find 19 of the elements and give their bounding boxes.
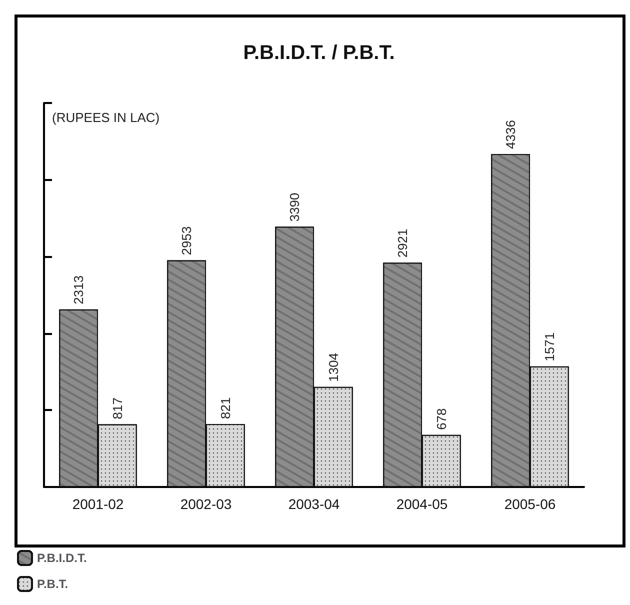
data-label: 3390 (287, 192, 302, 222)
data-label: 1304 (326, 352, 341, 382)
data-label: 817 (110, 398, 125, 420)
x-tick-label: 2001-02 (72, 496, 124, 512)
data-label: 821 (218, 397, 233, 419)
text: (RUPEES IN LAC) (52, 110, 160, 125)
legend-label: P.B.I.D.T. (37, 551, 87, 565)
data-label: 2953 (179, 226, 194, 256)
data-label: 1571 (542, 332, 557, 362)
data-label: 2921 (395, 228, 410, 258)
data-label: 678 (434, 408, 449, 430)
x-tick-label: 2002-03 (180, 496, 232, 512)
x-tick-label: 2004-05 (396, 496, 448, 512)
data-label: 2313 (71, 275, 86, 304)
x-tick-label: 2005-06 (504, 496, 556, 512)
data-label: 4336 (503, 120, 518, 149)
x-tick-label: 2003-04 (288, 496, 340, 512)
legend-label: P.B.T. (37, 577, 68, 591)
chart-title: P.B.I.D.T. / P.B.T. (243, 42, 395, 64)
